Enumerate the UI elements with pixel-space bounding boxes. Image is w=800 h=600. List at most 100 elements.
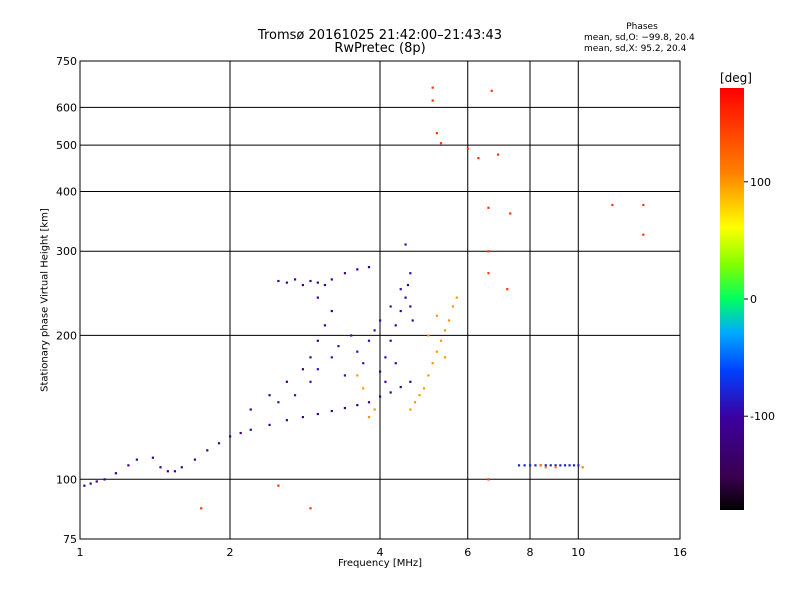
data-point-0 bbox=[301, 415, 305, 419]
data-point-8 bbox=[490, 89, 493, 92]
data-point-6 bbox=[554, 464, 557, 467]
colorbar-gradient bbox=[720, 88, 744, 510]
data-point-1 bbox=[379, 370, 382, 373]
data-point-5 bbox=[409, 408, 412, 411]
data-point-5 bbox=[362, 387, 365, 390]
x-tick-label: 16 bbox=[673, 546, 687, 559]
data-point-8 bbox=[466, 147, 469, 150]
data-point-8 bbox=[487, 272, 490, 275]
data-point-0 bbox=[316, 412, 319, 416]
data-point-0 bbox=[206, 449, 209, 452]
data-point-5 bbox=[443, 356, 447, 359]
phases-header: Phases bbox=[626, 22, 658, 32]
x-tick-label: 6 bbox=[464, 546, 471, 559]
data-point-1 bbox=[409, 305, 412, 308]
x-tick-label: 1 bbox=[77, 546, 84, 559]
y-tick-label: 200 bbox=[56, 329, 77, 342]
data-point-8 bbox=[277, 484, 280, 487]
data-point-0 bbox=[379, 395, 382, 398]
data-point-3 bbox=[389, 305, 392, 308]
data-point-5 bbox=[447, 319, 451, 322]
data-point-2 bbox=[330, 309, 333, 313]
x-tick-label: 8 bbox=[527, 546, 534, 559]
data-point-0 bbox=[239, 431, 242, 435]
data-point-0 bbox=[268, 423, 271, 427]
data-point-2 bbox=[323, 283, 327, 287]
data-point-6 bbox=[568, 464, 571, 467]
data-point-8 bbox=[496, 153, 500, 156]
data-point-5 bbox=[422, 387, 426, 390]
data-point-5 bbox=[443, 329, 447, 332]
data-point-0 bbox=[103, 478, 106, 481]
data-point-5 bbox=[356, 374, 359, 377]
data-point-3 bbox=[337, 345, 340, 348]
data-point-8 bbox=[642, 203, 645, 207]
colorbar-tick-label: 0 bbox=[750, 293, 757, 306]
points-layer bbox=[83, 86, 645, 510]
data-point-5 bbox=[455, 296, 458, 299]
data-point-4 bbox=[316, 281, 319, 284]
data-point-7 bbox=[554, 466, 557, 469]
data-point-0 bbox=[166, 470, 169, 473]
data-point-3 bbox=[309, 380, 312, 383]
chart-subtitle: RwPretec (8p) bbox=[334, 41, 426, 56]
data-point-3 bbox=[350, 334, 353, 337]
data-point-5 bbox=[413, 401, 417, 404]
data-point-3 bbox=[404, 243, 407, 246]
x-tick-label: 2 bbox=[227, 546, 234, 559]
data-point-5 bbox=[439, 339, 443, 342]
data-point-0 bbox=[180, 466, 183, 469]
data-point-8 bbox=[642, 233, 645, 236]
data-point-7 bbox=[539, 464, 542, 467]
data-point-1 bbox=[399, 309, 402, 313]
data-point-1 bbox=[394, 324, 397, 327]
data-point-8 bbox=[509, 212, 512, 215]
data-point-4 bbox=[285, 281, 288, 284]
data-point-5 bbox=[451, 305, 455, 308]
colorbar-unit: [deg] bbox=[720, 71, 752, 85]
data-point-0 bbox=[389, 391, 392, 394]
data-point-8 bbox=[506, 288, 509, 291]
data-point-1 bbox=[389, 339, 392, 342]
y-tick-label: 300 bbox=[56, 245, 77, 258]
colorbar-tick-label: 100 bbox=[750, 176, 771, 189]
data-point-1 bbox=[404, 296, 407, 299]
data-point-0 bbox=[399, 385, 402, 389]
data-point-3 bbox=[330, 356, 333, 359]
data-point-2 bbox=[316, 296, 319, 299]
data-point-1 bbox=[384, 380, 387, 383]
colorbar-tick-label: -100 bbox=[750, 410, 775, 423]
data-point-3 bbox=[316, 368, 319, 371]
data-point-0 bbox=[367, 401, 371, 404]
data-point-5 bbox=[427, 334, 430, 337]
data-point-2 bbox=[309, 356, 312, 359]
data-point-3 bbox=[277, 401, 280, 404]
data-point-4 bbox=[301, 283, 305, 287]
data-point-8 bbox=[487, 206, 490, 209]
data-point-3 bbox=[409, 272, 412, 275]
data-point-6 bbox=[544, 464, 547, 467]
data-point-2 bbox=[343, 272, 347, 275]
y-tick-label: 400 bbox=[56, 185, 77, 198]
data-point-0 bbox=[159, 466, 162, 469]
data-point-0 bbox=[356, 404, 359, 407]
y-tick-label: 600 bbox=[56, 101, 77, 114]
data-point-0 bbox=[409, 380, 412, 383]
data-point-0 bbox=[114, 472, 118, 475]
data-point-5 bbox=[431, 362, 434, 365]
y-tick-label: 750 bbox=[56, 55, 77, 68]
x-tick-label: 4 bbox=[377, 546, 384, 559]
data-point-2 bbox=[367, 266, 371, 269]
data-point-5 bbox=[373, 408, 376, 411]
data-point-4 bbox=[309, 279, 312, 283]
y-tick-label: 100 bbox=[56, 473, 77, 486]
colorbar-ticks: -100 0 100 bbox=[744, 176, 775, 423]
data-point-2 bbox=[330, 278, 333, 281]
data-point-0 bbox=[229, 435, 232, 438]
data-point-0 bbox=[89, 482, 92, 485]
data-point-4 bbox=[277, 279, 280, 283]
data-point-6 bbox=[572, 464, 576, 467]
data-point-7 bbox=[544, 466, 547, 469]
data-point-8 bbox=[487, 250, 490, 253]
